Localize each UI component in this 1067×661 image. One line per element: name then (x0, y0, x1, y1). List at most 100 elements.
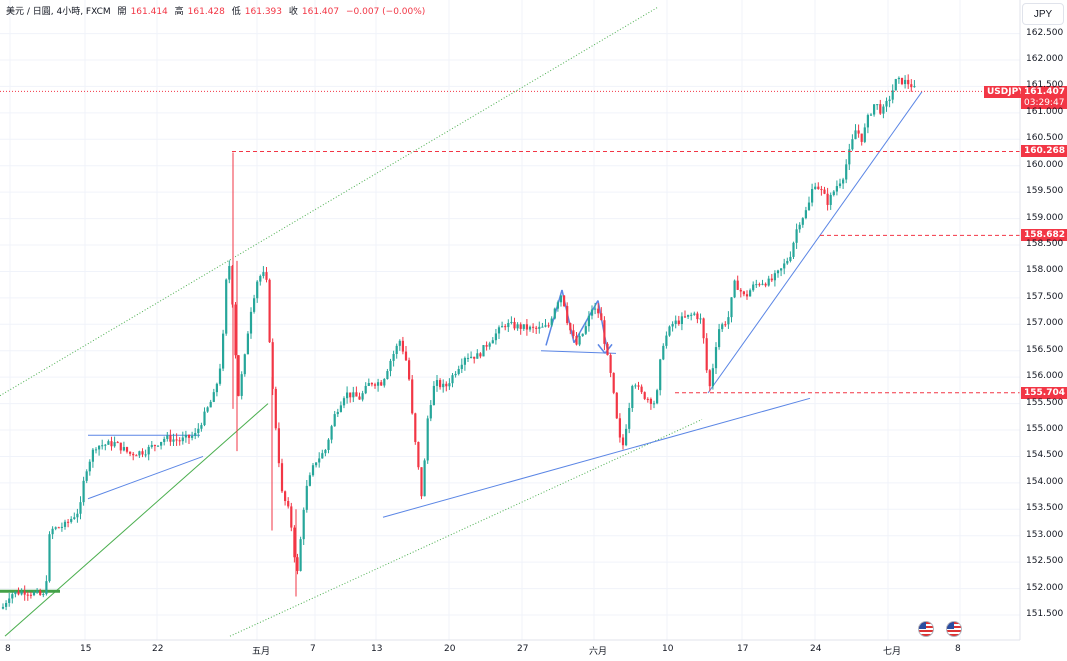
x-tick-label: 7 (310, 644, 316, 654)
candle-body (299, 539, 302, 571)
candle-body (711, 368, 714, 387)
candle-body (671, 323, 674, 327)
candle-body (690, 314, 693, 316)
candle-body (473, 356, 476, 359)
channel-lower-line (229, 418, 703, 637)
candle-body (544, 325, 547, 327)
y-tick-label: 154.000 (1026, 476, 1064, 487)
candle-body (36, 590, 39, 593)
candle-body (88, 461, 91, 472)
candle-body (814, 186, 817, 189)
candle-body (206, 407, 209, 412)
candle-body (253, 298, 256, 312)
y-tick-label: 157.000 (1026, 318, 1064, 329)
y-tick-label: 161.000 (1026, 106, 1064, 117)
y-tick-label: 152.000 (1026, 582, 1064, 593)
candle-body (510, 321, 513, 323)
candle-body (817, 186, 820, 190)
candle-body (153, 445, 156, 447)
candle-body (718, 329, 721, 348)
candle-body (823, 189, 826, 194)
candle-body (749, 290, 752, 297)
arrow-line (597, 343, 606, 354)
candle-body (101, 445, 104, 447)
channel-upper-line (0, 6, 659, 397)
candle-body (380, 382, 383, 386)
candle-body (535, 327, 538, 329)
candle-body (900, 77, 904, 85)
drawings (0, 6, 923, 637)
candle-body (513, 321, 516, 329)
candle-body (11, 594, 14, 599)
candle-body (386, 371, 389, 380)
candle-body (730, 297, 733, 318)
x-tick-label: 15 (80, 644, 92, 654)
candle-body (228, 266, 231, 280)
candle-body (132, 453, 135, 456)
candle-body (315, 462, 318, 466)
candle-body (5, 602, 8, 607)
candle-body (575, 336, 578, 345)
candle-body (904, 79, 907, 85)
grid (0, 0, 1020, 640)
candle-body (491, 340, 494, 344)
candle-body (234, 304, 237, 356)
event-flag-icon[interactable] (918, 621, 934, 637)
candle-body (866, 115, 869, 128)
candle-body (209, 401, 212, 408)
event-flag-icon[interactable] (946, 621, 962, 637)
candle-body (811, 188, 814, 203)
candle-body (401, 340, 404, 352)
candle-body (708, 370, 711, 387)
candle-body (516, 324, 519, 329)
candle-body (476, 353, 479, 359)
y-tick-label: 158.000 (1026, 265, 1064, 276)
candle-body (14, 591, 17, 595)
candle-body (20, 591, 23, 595)
candle-body (578, 336, 581, 345)
candle-body (888, 99, 891, 101)
candle-body (398, 340, 401, 346)
candle-body (73, 517, 76, 519)
currency-button[interactable]: JPY (1022, 3, 1064, 25)
candle-body (501, 326, 504, 328)
y-tick-label: 162.500 (1026, 27, 1064, 38)
x-tick-label: 10 (662, 644, 674, 654)
candle-body (361, 393, 364, 400)
candle-body (293, 527, 296, 558)
y-tick-label: 160.500 (1026, 133, 1064, 144)
candle-body (603, 320, 606, 344)
candle-body (129, 451, 132, 454)
candle-body (268, 279, 271, 343)
candle-body (569, 323, 572, 331)
support-line-2 (382, 397, 811, 518)
candle-body (349, 392, 352, 398)
candle-body (724, 324, 727, 326)
candle-body (504, 326, 507, 328)
candle-body (470, 356, 473, 358)
candle-body (640, 386, 643, 393)
candle-body (755, 284, 758, 286)
candle-body (581, 333, 584, 337)
candle-body (327, 439, 330, 450)
open-label: 開 (117, 7, 127, 17)
candle-body (885, 100, 888, 107)
candle-body (702, 318, 705, 339)
candle-body (138, 451, 141, 456)
candle-body (51, 528, 54, 535)
candle-body (243, 354, 246, 375)
candle-body (838, 183, 842, 187)
candle-body (197, 428, 200, 434)
candle-body (383, 379, 386, 386)
candle-body (820, 189, 823, 191)
candle-body (482, 345, 485, 357)
candle-body (175, 439, 178, 441)
candle-body (94, 449, 98, 451)
x-tick-label: 20 (444, 644, 456, 654)
candle-body (166, 435, 169, 439)
support-line-1 (87, 455, 204, 500)
candle-body (804, 210, 807, 219)
levels (0, 90, 1020, 394)
candle-body (696, 313, 699, 320)
